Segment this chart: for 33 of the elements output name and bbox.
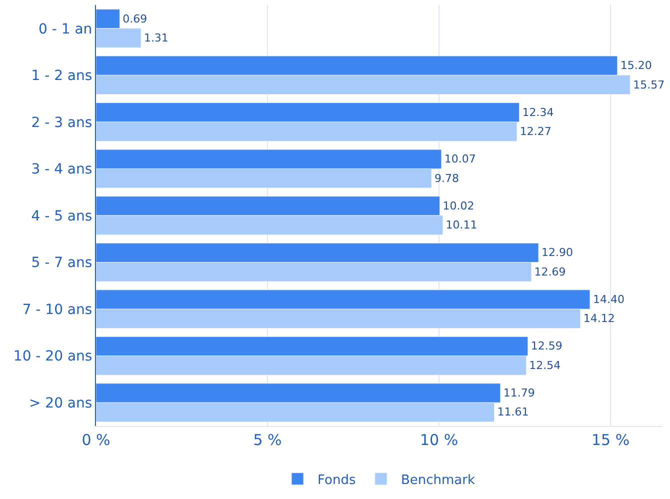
y-tick-label: 2 - 3 ans — [31, 114, 92, 131]
y-tick-label: 4 - 5 ans — [31, 208, 92, 224]
data-label: 10.07 — [444, 152, 476, 166]
y-tick-label: 7 - 10 ans — [22, 302, 92, 318]
x-tick-label: 15 % — [591, 431, 630, 449]
data-label: 12.27 — [520, 125, 552, 138]
y-tick-label: 10 - 20 ans — [13, 348, 92, 365]
data-label: 12.69 — [534, 265, 566, 278]
data-label: 11.61 — [497, 406, 529, 419]
legend-label: Benchmark — [400, 472, 476, 488]
data-label: 14.40 — [592, 292, 624, 306]
data-label: 12.34 — [522, 106, 554, 119]
data-label: 10.11 — [446, 218, 478, 232]
y-tick-label: 1 - 2 ans — [31, 68, 92, 84]
data-label: 10.02 — [442, 199, 474, 212]
y-tick-label: 5 - 7 ans — [31, 255, 92, 272]
data-label: 11.79 — [503, 386, 535, 400]
data-label: 12.54 — [529, 358, 561, 372]
data-label: 1.31 — [144, 31, 168, 44]
x-tick-label: 10 % — [420, 431, 458, 449]
y-tick-label: > 20 ans — [28, 396, 92, 412]
data-label: 15.20 — [620, 59, 652, 72]
legend-label: Fonds — [318, 472, 356, 488]
x-tick-label: 5 % — [253, 431, 282, 449]
y-tick-label: 0 - 1 an — [38, 21, 92, 38]
data-label: 12.59 — [530, 340, 562, 353]
data-label: 0.69 — [122, 12, 148, 26]
x-tick-label: 0 % — [82, 431, 110, 449]
data-label: 14.12 — [583, 312, 615, 326]
data-label: 15.57 — [633, 78, 665, 92]
data-label: 9.78 — [434, 172, 459, 185]
y-tick-label: 3 - 4 ans — [31, 162, 92, 178]
data-label: 12.90 — [542, 246, 574, 260]
